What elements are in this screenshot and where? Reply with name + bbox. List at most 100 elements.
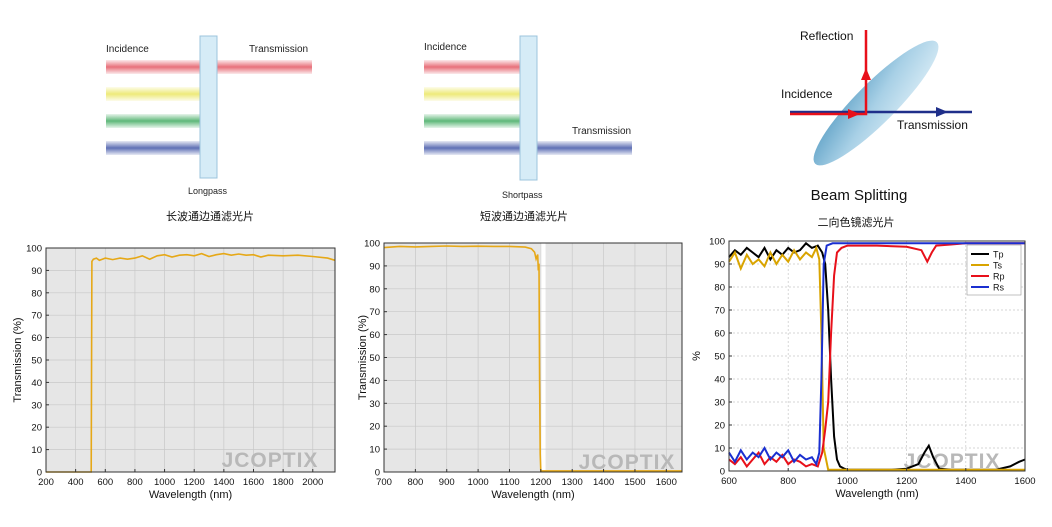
x-tick-label: 1000 — [837, 476, 858, 487]
reflection-beam — [790, 30, 868, 116]
yellow-beam — [424, 87, 520, 101]
longpass-diagram: Incidence Transmission Longpass 长波通边通滤光片 — [0, 0, 350, 232]
y-tick-label: 90 — [714, 260, 725, 271]
x-tick-label: 2000 — [302, 477, 323, 488]
x-axis-label: Wavelength (nm) — [835, 488, 918, 500]
y-tick-label: 70 — [31, 311, 42, 322]
watermark: JCOPTIX — [579, 451, 676, 474]
yellow-beam — [106, 87, 201, 101]
y-tick-label: 70 — [714, 306, 725, 317]
y-tick-label: 20 — [369, 422, 380, 433]
transmission-arrow-icon — [936, 107, 948, 117]
incidence-label: Incidence — [781, 87, 833, 101]
incidence-label: Incidence — [106, 44, 149, 55]
y-axis-label: Transmission (%) — [12, 317, 24, 402]
x-tick-label: 1000 — [154, 477, 175, 488]
y-tick-label: 90 — [31, 266, 42, 277]
longpass-filter-glass — [199, 35, 218, 179]
x-tick-label: 1400 — [593, 477, 614, 488]
x-tick-label: 800 — [127, 477, 143, 488]
y-tick-label: 50 — [31, 356, 42, 367]
y-tick-label: 30 — [369, 399, 380, 410]
series-line-rs — [728, 242, 1025, 467]
watermark: JCOPTIX — [222, 449, 319, 472]
reflection-arrow-icon — [861, 68, 871, 80]
y-tick-label: 80 — [31, 288, 42, 299]
blue-beam-transmitted — [536, 141, 632, 155]
longpass-diagram-svg: Incidence Transmission Longpass 长波通边通滤光片 — [106, 35, 312, 223]
y-tick-label: 70 — [369, 307, 380, 318]
y-tick-label: 100 — [709, 237, 725, 248]
x-tick-label: 1100 — [499, 477, 519, 488]
series-line-transmission — [46, 252, 336, 473]
shortpass-diagram-svg: Incidence Transmission Shortpass 短波通边通滤光… — [424, 35, 632, 223]
shortpass-title-cn: 短波通边通滤光片 — [480, 209, 568, 223]
red-beam — [424, 60, 520, 74]
x-tick-label: 1600 — [243, 477, 264, 488]
y-tick-label: 30 — [31, 400, 42, 411]
x-tick-label: 200 — [38, 477, 54, 488]
blue-beam — [106, 141, 201, 155]
legend-label-tp: Tp — [993, 250, 1004, 260]
y-axis-label: % — [691, 351, 703, 361]
incidence-arrow-icon — [848, 109, 860, 119]
x-tick-label: 1300 — [562, 477, 583, 488]
shortpass-diagram: Incidence Transmission Shortpass 短波通边通滤光… — [350, 0, 700, 232]
x-tick-label: 1500 — [624, 477, 645, 488]
x-tick-label: 600 — [721, 476, 737, 487]
beamsplit-title-cn: 二向色镜滤光片 — [818, 215, 895, 229]
x-axis-label: Wavelength (nm) — [491, 489, 574, 501]
y-tick-label: 20 — [714, 421, 725, 432]
x-tick-label: 1600 — [656, 477, 677, 488]
y-tick-label: 100 — [26, 244, 42, 255]
legend-label-rs: Rs — [993, 283, 1004, 293]
transmission-label: Transmission — [249, 44, 308, 55]
y-axis-label: Transmission (%) — [357, 315, 369, 400]
x-tick-label: 900 — [439, 477, 455, 488]
y-tick-label: 80 — [714, 283, 725, 294]
x-tick-label: 1400 — [955, 476, 976, 487]
red-beam-incident — [106, 60, 201, 74]
series-line-tp — [728, 241, 1026, 471]
y-tick-label: 30 — [714, 398, 725, 409]
x-tick-label: 1000 — [468, 477, 489, 488]
x-tick-label: 700 — [376, 477, 392, 488]
x-tick-label: 1200 — [530, 477, 551, 488]
x-tick-label: 1200 — [896, 476, 917, 487]
x-axis-label: Wavelength (nm) — [149, 489, 232, 501]
y-tick-label: 0 — [720, 467, 725, 478]
y-tick-label: 50 — [714, 352, 725, 363]
y-tick-label: 80 — [369, 284, 380, 295]
legend-label-rp: Rp — [993, 272, 1005, 282]
y-tick-label: 40 — [714, 375, 725, 386]
dichroic-mirror — [813, 40, 939, 166]
transmission-label: Transmission — [897, 118, 968, 132]
x-tick-label: 1600 — [1014, 476, 1035, 487]
beamsplit-diagram-svg: Reflection Incidence Transmission Beam S… — [781, 29, 972, 229]
shortpass-name: Shortpass — [502, 190, 543, 200]
y-tick-label: 10 — [714, 444, 725, 455]
x-tick-label: 1800 — [273, 477, 294, 488]
legend-label-ts: Ts — [993, 261, 1003, 271]
x-tick-label: 800 — [407, 477, 423, 488]
x-tick-label: 1400 — [213, 477, 234, 488]
y-tick-label: 10 — [369, 445, 380, 456]
shortpass-filter-glass — [519, 35, 538, 181]
y-tick-label: 10 — [31, 445, 42, 456]
y-tick-label: 0 — [375, 468, 380, 479]
y-tick-label: 60 — [31, 333, 42, 344]
series-line-rp — [728, 242, 1025, 469]
longpass-name: Longpass — [188, 186, 228, 196]
red-beam-transmitted — [217, 60, 312, 74]
incidence-label: Incidence — [424, 42, 467, 53]
series-line-ts — [728, 245, 1025, 471]
y-tick-label: 50 — [369, 353, 380, 364]
reflection-label: Reflection — [800, 29, 853, 43]
watermark: JCOPTIX — [904, 450, 1001, 473]
x-tick-label: 600 — [97, 477, 113, 488]
blue-beam-incident — [424, 141, 520, 155]
x-tick-label: 400 — [68, 477, 84, 488]
transmission-label: Transmission — [572, 126, 631, 137]
